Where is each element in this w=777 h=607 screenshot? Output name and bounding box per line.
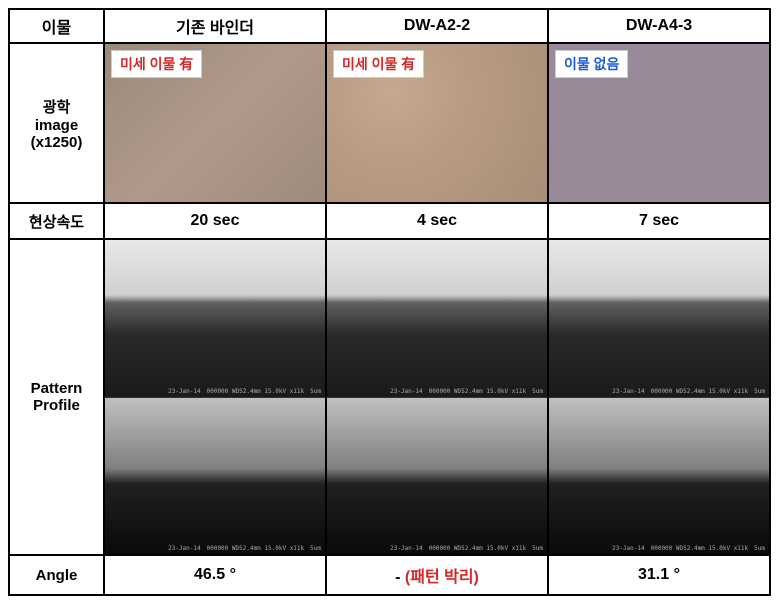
sem-meta-bar: 23-Jan-14000000 WD52.4mm 15.0kV x11k5um [331, 545, 543, 552]
pattern-cell-1: 23-Jan-14000000 WD52.4mm 15.0kV x11k5um … [104, 239, 326, 555]
devspeed-label: 현상속도 [9, 203, 104, 239]
angle-1: 46.5 ° [104, 555, 326, 595]
header-col3: DW-A4-3 [548, 9, 770, 43]
sem-image-2-bottom: 23-Jan-14000000 WD52.4mm 15.0kV x11k5um [327, 397, 547, 555]
sem-meta-bar: 23-Jan-14000000 WD52.4mm 15.0kV x11k5um [109, 388, 321, 395]
optical-image-3: 이물 없음 [549, 44, 769, 202]
angle-2-note: (패턴 박리) [405, 569, 479, 586]
sem-image-3-bottom: 23-Jan-14000000 WD52.4mm 15.0kV x11k5um [549, 397, 769, 555]
pattern-cell-3: 23-Jan-14000000 WD52.4mm 15.0kV x11k5um … [548, 239, 770, 555]
angle-label: Angle [9, 555, 104, 595]
pattern-label: Pattern Profile [9, 239, 104, 555]
sem-meta-bar: 23-Jan-14000000 WD52.4mm 15.0kV x11k5um [331, 388, 543, 395]
devspeed-row: 현상속도 20 sec 4 sec 7 sec [9, 203, 770, 239]
pattern-row: Pattern Profile 23-Jan-14000000 WD52.4mm… [9, 239, 770, 555]
optical-image-1: 미세 이물 有 [105, 44, 325, 202]
header-row: 이물 기존 바인더 DW-A2-2 DW-A4-3 [9, 9, 770, 43]
devspeed-2: 4 sec [326, 203, 548, 239]
sem-image-3-top: 23-Jan-14000000 WD52.4mm 15.0kV x11k5um [549, 240, 769, 397]
sem-image-1-top: 23-Jan-14000000 WD52.4mm 15.0kV x11k5um [105, 240, 325, 397]
sem-meta-bar: 23-Jan-14000000 WD52.4mm 15.0kV x11k5um [553, 545, 765, 552]
pattern-cell-2: 23-Jan-14000000 WD52.4mm 15.0kV x11k5um … [326, 239, 548, 555]
angle-2: - (패턴 박리) [326, 555, 548, 595]
comparison-table: 이물 기존 바인더 DW-A2-2 DW-A4-3 광학 image (x125… [8, 8, 771, 596]
optical-cell-2: 미세 이물 有 [326, 43, 548, 203]
optical-image-2: 미세 이물 有 [327, 44, 547, 202]
badge-1: 미세 이물 有 [111, 50, 202, 78]
optical-cell-1: 미세 이물 有 [104, 43, 326, 203]
optical-label: 광학 image (x1250) [9, 43, 104, 203]
badge-2: 미세 이물 有 [333, 50, 424, 78]
sem-image-2-top: 23-Jan-14000000 WD52.4mm 15.0kV x11k5um [327, 240, 547, 397]
optical-row: 광학 image (x1250) 미세 이물 有 미세 이물 有 이물 없음 [9, 43, 770, 203]
optical-cell-3: 이물 없음 [548, 43, 770, 203]
angle-row: Angle 46.5 ° - (패턴 박리) 31.1 ° [9, 555, 770, 595]
header-col1: 기존 바인더 [104, 9, 326, 43]
header-col2: DW-A2-2 [326, 9, 548, 43]
angle-3: 31.1 ° [548, 555, 770, 595]
badge-3: 이물 없음 [555, 50, 628, 78]
sem-image-1-bottom: 23-Jan-14000000 WD52.4mm 15.0kV x11k5um [105, 397, 325, 555]
sem-meta-bar: 23-Jan-14000000 WD52.4mm 15.0kV x11k5um [109, 545, 321, 552]
devspeed-3: 7 sec [548, 203, 770, 239]
devspeed-1: 20 sec [104, 203, 326, 239]
header-substance: 이물 [9, 9, 104, 43]
sem-meta-bar: 23-Jan-14000000 WD52.4mm 15.0kV x11k5um [553, 388, 765, 395]
angle-2-prefix: - [395, 569, 405, 586]
